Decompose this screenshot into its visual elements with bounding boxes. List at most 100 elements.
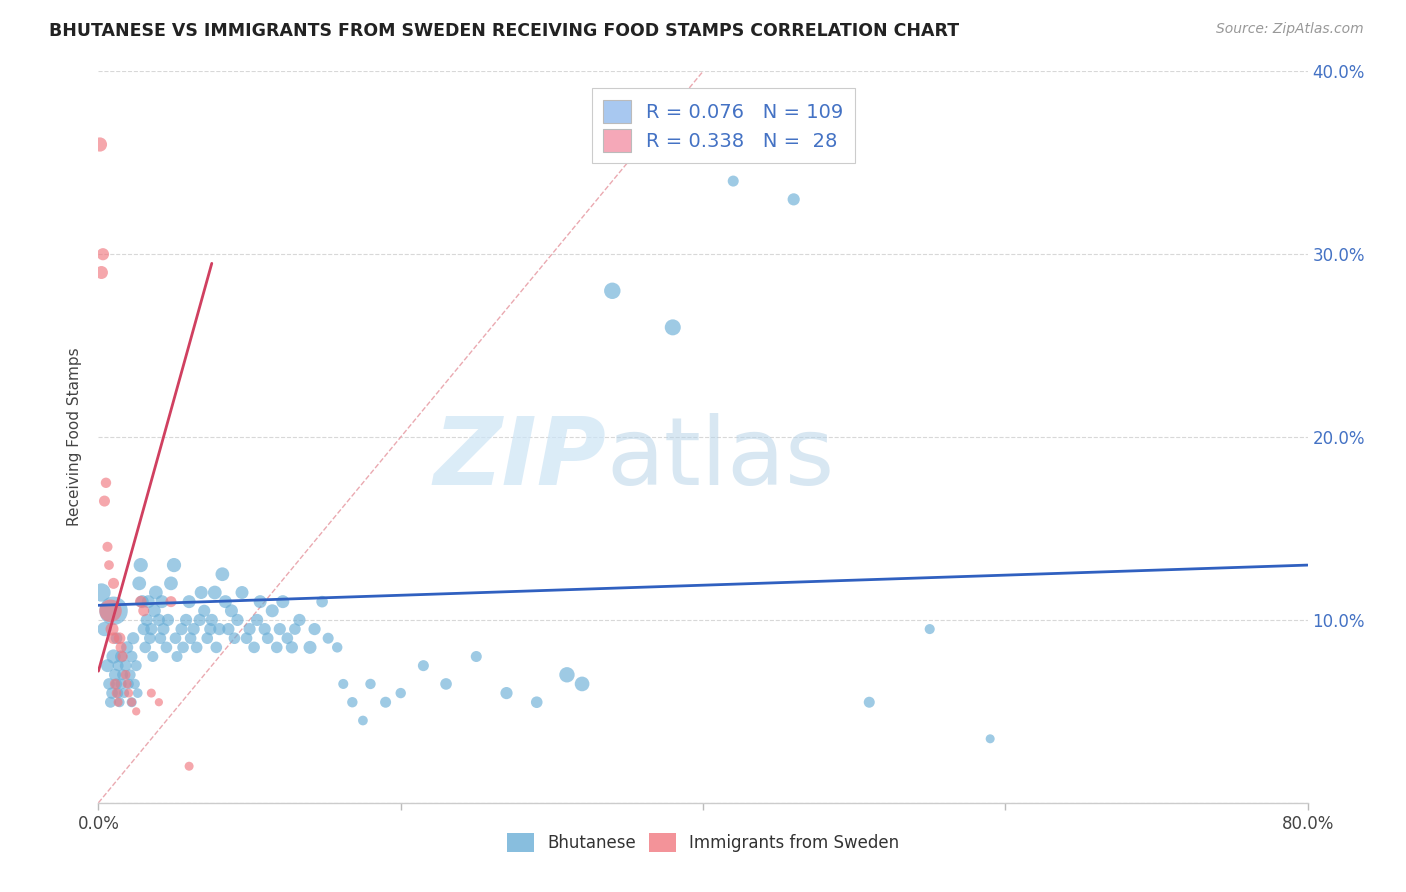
Point <box>112 686 135 700</box>
Point <box>269 622 291 636</box>
Point <box>122 632 145 646</box>
Point <box>118 686 141 700</box>
Point <box>90 585 112 599</box>
Point <box>288 613 311 627</box>
Point <box>284 622 307 636</box>
Point <box>281 640 304 655</box>
Point <box>105 632 128 646</box>
Text: BHUTANESE VS IMMIGRANTS FROM SWEDEN RECEIVING FOOD STAMPS CORRELATION CHART: BHUTANESE VS IMMIGRANTS FROM SWEDEN RECE… <box>49 22 959 40</box>
Point <box>304 622 326 636</box>
Text: ZIP: ZIP <box>433 413 606 505</box>
Point <box>374 695 396 709</box>
Point <box>389 686 412 700</box>
Point <box>165 632 187 646</box>
Point <box>127 686 149 700</box>
Point <box>89 137 111 152</box>
Point <box>152 622 174 636</box>
Point <box>571 677 593 691</box>
Point <box>299 640 322 655</box>
Point <box>149 632 172 646</box>
Point <box>179 759 201 773</box>
Point <box>163 558 186 573</box>
Point <box>150 594 173 608</box>
Point <box>239 622 262 636</box>
Point <box>783 192 806 206</box>
Point <box>107 686 129 700</box>
Point <box>107 658 129 673</box>
Point <box>602 284 624 298</box>
Point <box>110 649 132 664</box>
Point <box>103 604 125 618</box>
Point <box>139 632 162 646</box>
Point <box>98 558 121 573</box>
Point <box>555 667 578 681</box>
Point <box>111 649 134 664</box>
Point <box>311 594 333 608</box>
Point <box>271 594 294 608</box>
Point <box>125 658 148 673</box>
Point <box>136 594 159 608</box>
Point <box>148 613 170 627</box>
Point <box>179 594 201 608</box>
Point <box>155 640 177 655</box>
Point <box>129 558 152 573</box>
Point <box>208 622 231 636</box>
Point <box>93 494 115 508</box>
Point <box>266 640 288 655</box>
Point <box>111 667 134 681</box>
Point <box>190 585 212 599</box>
Point <box>134 640 156 655</box>
Point <box>104 677 127 691</box>
Point <box>661 320 683 334</box>
Point <box>103 576 125 591</box>
Y-axis label: Receiving Food Stamps: Receiving Food Stamps <box>67 348 83 526</box>
Point <box>201 613 224 627</box>
Point <box>128 576 150 591</box>
Point <box>235 632 257 646</box>
Point <box>141 686 163 700</box>
Point <box>217 622 239 636</box>
Point <box>465 649 488 664</box>
Point <box>121 649 143 664</box>
Point <box>121 695 143 709</box>
Point <box>326 640 349 655</box>
Point <box>723 174 745 188</box>
Text: atlas: atlas <box>606 413 835 505</box>
Point <box>108 632 131 646</box>
Point <box>352 714 374 728</box>
Point <box>253 622 276 636</box>
Point <box>495 686 517 700</box>
Point <box>918 622 941 636</box>
Point <box>90 266 112 280</box>
Point <box>104 667 127 681</box>
Point <box>135 613 157 627</box>
Point <box>132 604 155 618</box>
Point <box>186 640 208 655</box>
Point <box>143 604 166 618</box>
Point <box>103 632 125 646</box>
Point <box>107 695 129 709</box>
Point <box>360 677 382 691</box>
Point <box>183 622 205 636</box>
Point <box>100 695 122 709</box>
Text: Source: ZipAtlas.com: Source: ZipAtlas.com <box>1216 22 1364 37</box>
Point <box>100 604 122 618</box>
Point <box>226 613 249 627</box>
Point <box>115 677 138 691</box>
Point <box>224 632 246 646</box>
Point <box>204 585 226 599</box>
Point <box>115 640 138 655</box>
Point <box>145 585 167 599</box>
Legend: Bhutanese, Immigrants from Sweden: Bhutanese, Immigrants from Sweden <box>499 824 907 860</box>
Point <box>246 613 269 627</box>
Point <box>231 585 253 599</box>
Point <box>96 658 118 673</box>
Point <box>91 247 114 261</box>
Point <box>121 695 143 709</box>
Point <box>316 632 339 646</box>
Point <box>114 667 136 681</box>
Point <box>124 677 146 691</box>
Point <box>256 632 278 646</box>
Point <box>129 594 152 608</box>
Point <box>160 576 183 591</box>
